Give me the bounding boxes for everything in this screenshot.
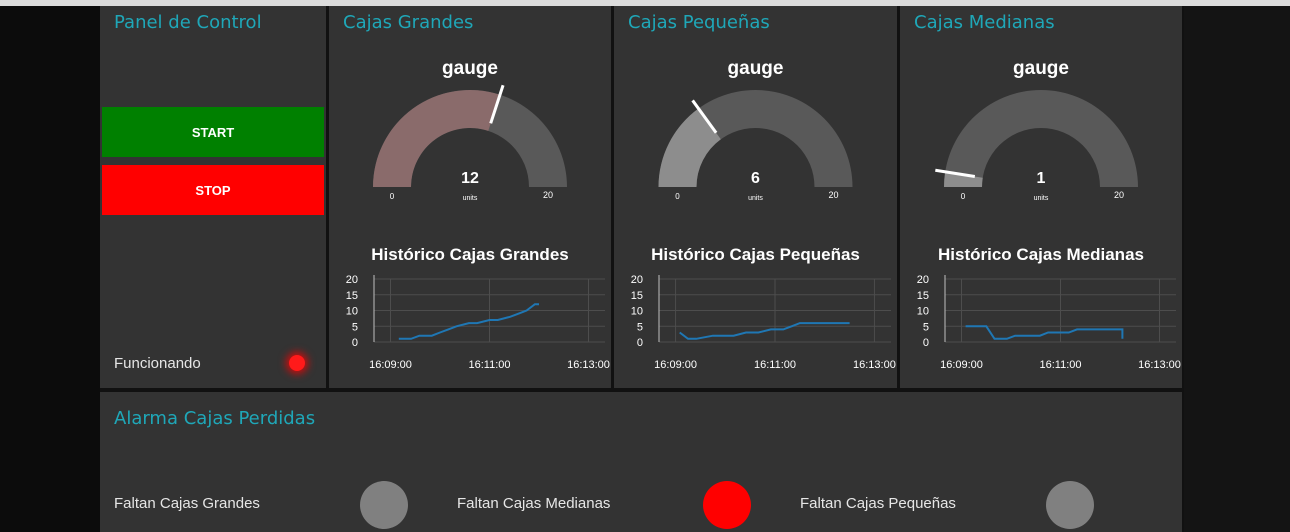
alarm-led-pequenas <box>1046 481 1094 529</box>
gauge-units: units <box>748 195 763 202</box>
gauge-max-label: 20 <box>1114 190 1124 200</box>
gauge-needle <box>691 99 718 134</box>
alarm-label-pequenas: Faltan Cajas Pequeñas <box>800 495 956 512</box>
gauge-label: gauge <box>442 58 498 79</box>
chart-title: Histórico Cajas Medianas <box>938 245 1144 264</box>
chart-x-tick-label: 16:11:00 <box>1039 359 1081 371</box>
gauge-units: units <box>463 195 478 202</box>
gauge-units: units <box>1034 195 1049 202</box>
chart-y-tick-label: 5 <box>637 321 643 333</box>
gauge-max-label: 20 <box>828 190 838 200</box>
gauge-fill <box>944 171 983 187</box>
control-panel-title: Panel de Control <box>114 12 262 33</box>
chart-series-line <box>679 322 850 340</box>
group-card-pequenas: Cajas Pequeñas gauge 6 units 0 20 Histórico … <box>614 6 897 388</box>
chart-y-tick-label: 20 <box>346 274 358 286</box>
gauge-grandes: gauge 12 units 0 20 <box>373 58 567 202</box>
gauge-track <box>658 89 853 187</box>
gauge-label: gauge <box>728 58 784 79</box>
chart-pequenas: Histórico Cajas Pequeñas 0 5 10 15 20 16:09:00… <box>631 245 896 371</box>
chart-series-line <box>398 303 539 340</box>
gauge-value: 1 <box>1037 170 1046 187</box>
chart-y-tick-label: 5 <box>352 321 358 333</box>
chart-y-tick-label: 0 <box>637 337 643 349</box>
chart-x-tick-label: 16:11:00 <box>468 359 510 371</box>
chart-x-tick-label: 16:09:00 <box>369 359 412 371</box>
status-led <box>289 355 305 371</box>
chart-series-line <box>965 325 1124 340</box>
chart-x-tick-label: 16:09:00 <box>940 359 983 371</box>
browser-top-strip <box>0 0 1290 6</box>
chart-title: Histórico Cajas Pequeñas <box>651 245 860 264</box>
chart-y-tick-label: 15 <box>631 290 643 302</box>
gauge-min-label: 0 <box>390 192 395 201</box>
alarm-label-medianas: Faltan Cajas Medianas <box>457 495 611 512</box>
gauge-track <box>944 90 1138 187</box>
group-title: Cajas Pequeñas <box>628 12 770 33</box>
chart-y-tick-label: 0 <box>352 337 358 349</box>
right-margin <box>1184 6 1290 532</box>
group-title: Cajas Grandes <box>343 12 474 33</box>
chart-medianas: Histórico Cajas Medianas 0 5 10 15 20 16:09:00… <box>917 245 1181 371</box>
alarm-label-grandes: Faltan Cajas Grandes <box>114 495 260 512</box>
chart-x-tick-label: 16:09:00 <box>654 359 697 371</box>
alarm-led-grandes <box>360 481 408 529</box>
gauge-medianas: gauge 1 units 0 20 <box>935 58 1138 202</box>
gauge-fill <box>658 108 721 187</box>
stop-button[interactable]: STOP <box>102 165 324 215</box>
chart-y-tick-label: 5 <box>923 321 929 333</box>
control-panel-card: Panel de Control START STOP Funcionando <box>100 6 326 388</box>
chart-x-tick-label: 16:13:00 <box>1138 359 1181 371</box>
start-button[interactable]: START <box>102 107 324 157</box>
chart-y-tick-label: 20 <box>631 274 643 286</box>
gauge-value: 6 <box>751 170 760 187</box>
status-label: Funcionando <box>114 355 201 372</box>
chart-y-tick-label: 20 <box>917 274 929 286</box>
chart-x-tick-label: 16:13:00 <box>853 359 896 371</box>
chart-y-tick-label: 10 <box>346 306 358 318</box>
gauge-fill <box>373 90 500 187</box>
chart-y-tick-label: 10 <box>917 306 929 318</box>
gauge-needle <box>935 168 976 179</box>
chart-title: Histórico Cajas Grandes <box>371 245 568 264</box>
alarm-title: Alarma Cajas Perdidas <box>114 408 316 429</box>
gauge-label: gauge <box>1013 58 1069 79</box>
gauge-min-label: 0 <box>961 192 966 201</box>
gauge-max-label: 20 <box>543 190 553 200</box>
chart-grandes: Histórico Cajas Grandes 0 5 10 15 20 16:09:00 1… <box>346 245 610 371</box>
left-margin <box>0 6 100 532</box>
alarm-card: Alarma Cajas Perdidas <box>100 392 1182 532</box>
gauge-min-label: 0 <box>675 192 680 201</box>
group-title: Cajas Medianas <box>914 12 1055 33</box>
group-card-medianas: Cajas Medianas gauge 1 units 0 20 Histórico … <box>900 6 1182 388</box>
gauge-pequenas: gauge 6 units 0 20 <box>658 58 853 202</box>
gauge-value: 12 <box>461 170 479 187</box>
chart-x-tick-label: 16:11:00 <box>754 359 796 371</box>
chart-x-tick-label: 16:13:00 <box>567 359 610 371</box>
group-card-grandes: Cajas Grandes gauge 12 units 0 20 Histórico … <box>329 6 611 388</box>
chart-y-tick-label: 15 <box>917 290 929 302</box>
gauge-needle <box>489 84 505 124</box>
alarm-led-medianas <box>703 481 751 529</box>
chart-y-tick-label: 10 <box>631 306 643 318</box>
chart-y-tick-label: 15 <box>346 290 358 302</box>
chart-y-tick-label: 0 <box>923 337 929 349</box>
